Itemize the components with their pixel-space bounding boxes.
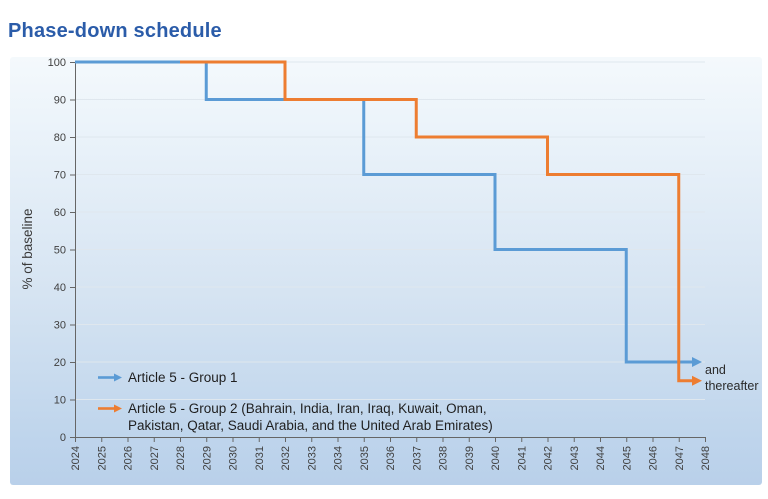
x-tick-label: 2042 <box>543 446 555 470</box>
y-tick-label: 80 <box>54 132 66 144</box>
y-tick-label: 0 <box>60 432 66 444</box>
x-tick-label: 2033 <box>306 446 318 470</box>
y-tick-label: 60 <box>54 207 66 219</box>
x-tick-label: 2027 <box>149 446 161 470</box>
x-tick-label: 2032 <box>280 446 292 470</box>
blue-arrow-icon <box>98 373 122 382</box>
annotation-and: and <box>705 363 726 377</box>
x-tick-label: 2041 <box>516 446 528 470</box>
chart-panel: 0 10 20 30 40 50 60 70 80 90 100 2024 2025 2026 2027 20… <box>10 57 762 485</box>
legend-label-line: Article 5 - Group 2 (Bahrain, India, Ira… <box>128 401 487 416</box>
legend-label: Article 5 - Group 1 <box>128 369 238 386</box>
blue-arrowhead-icon <box>692 357 702 367</box>
x-tick-label: 2047 <box>674 446 686 470</box>
x-tick-label: 2043 <box>569 446 581 470</box>
x-tick-label: 2036 <box>385 446 397 470</box>
x-tick-label: 2024 <box>70 446 82 470</box>
chart-legend: Article 5 - Group 1 Article 5 - Group 2 (… <box>98 369 493 434</box>
legend-label: Article 5 - Group 2 (Bahrain, India, Ira… <box>128 400 493 434</box>
series-line-group2 <box>180 60 692 383</box>
x-tick-label: 2045 <box>621 446 633 470</box>
orange-arrow-icon <box>98 404 122 413</box>
series-line-group1 <box>75 60 692 364</box>
y-tick-label: 100 <box>48 57 66 69</box>
x-tick-label: 2030 <box>228 446 240 470</box>
y-tick-label: 20 <box>54 357 66 369</box>
x-tick-label: 2031 <box>254 446 266 470</box>
legend-label-line: Article 5 - Group 1 <box>128 370 238 385</box>
y-tick-label: 50 <box>54 245 66 257</box>
y-tick-label: 30 <box>54 320 66 332</box>
legend-item-group1: Article 5 - Group 1 <box>98 369 493 386</box>
y-tick-label: 90 <box>54 95 66 107</box>
x-tick-label: 2026 <box>123 446 135 470</box>
x-tick-label: 2034 <box>333 446 345 470</box>
x-tick-label: 2029 <box>201 446 213 470</box>
x-tick-label: 2040 <box>490 446 502 470</box>
x-tick-label: 2028 <box>175 446 187 470</box>
x-tick-label: 2025 <box>96 446 108 470</box>
y-tick-label: 10 <box>54 395 66 407</box>
x-tick-label: 2046 <box>648 446 660 470</box>
annotation-thereafter: thereafter <box>705 379 759 393</box>
y-axis-label: % of baseline <box>20 208 35 289</box>
x-tick-label: 2035 <box>359 446 371 470</box>
x-tick-label: 2039 <box>464 446 476 470</box>
legend-item-group2: Article 5 - Group 2 (Bahrain, India, Ira… <box>98 400 493 434</box>
x-tick-label: 2044 <box>595 446 607 470</box>
x-tick-label: 2048 <box>700 446 712 470</box>
x-tick-label: 2037 <box>411 446 423 470</box>
page-title: Phase-down schedule <box>8 20 222 42</box>
orange-arrowhead-icon <box>692 375 702 386</box>
y-tick-label: 40 <box>54 282 66 294</box>
x-tick-label: 2038 <box>438 446 450 470</box>
legend-label-line: Pakistan, Qatar, Saudi Arabia, and the U… <box>128 418 493 433</box>
y-tick-label: 70 <box>54 170 66 182</box>
